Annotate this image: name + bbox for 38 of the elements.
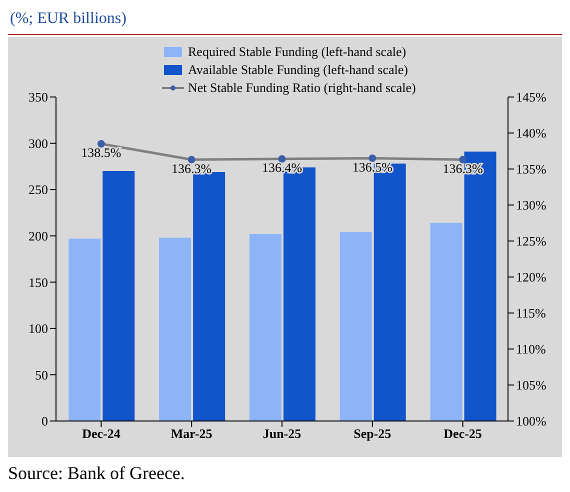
bar	[159, 238, 192, 421]
bar	[193, 172, 226, 421]
y2-tick-label: 135%	[516, 162, 546, 177]
bar	[340, 232, 372, 421]
y-tick-label: 0	[42, 414, 48, 429]
y-tick-label: 100	[28, 321, 48, 336]
y2-tick-label: 115%	[516, 306, 546, 321]
y2-tick-label: 140%	[516, 126, 546, 141]
x-tick-label: Dec-24	[82, 426, 121, 442]
y2-tick-label: 145%	[516, 90, 546, 105]
y-tick-label: 300	[28, 136, 48, 151]
chart-title: (%; EUR billions)	[8, 8, 562, 35]
x-tick-label: Sep-25	[354, 426, 392, 442]
y2-tick-label: 100%	[516, 414, 546, 429]
x-tick-label: Dec-25	[444, 426, 482, 442]
legend-label: Net Stable Funding Ratio (right-hand scale)	[188, 80, 416, 96]
bar	[249, 234, 282, 421]
legend-label: Required Stable Funding (left-hand scale)	[188, 44, 406, 60]
bar	[68, 238, 101, 421]
y2-tick-label: 105%	[516, 378, 546, 393]
y2-tick-label: 125%	[516, 234, 546, 249]
bar	[102, 171, 135, 421]
legend-label: Available Stable Funding (left-hand scale)	[188, 62, 408, 78]
data-label: 136.4%	[262, 160, 302, 176]
x-tick-label: Mar-25	[170, 426, 213, 442]
y-tick-label: 350	[28, 90, 48, 105]
y2-tick-label: 130%	[516, 198, 546, 213]
data-label: 136.3%	[172, 160, 212, 176]
y2-tick-label: 120%	[516, 270, 546, 285]
y2-tick-label: 110%	[516, 342, 546, 357]
y-tick-label: 200	[28, 228, 48, 244]
data-label: 138.5%	[81, 145, 122, 160]
source-note: Source: Bank of Greece.	[8, 463, 186, 484]
y-tick-label: 250	[28, 182, 48, 198]
y-tick-label: 150	[28, 274, 48, 290]
bar	[430, 222, 462, 421]
x-tick-label: Jun-25	[262, 426, 302, 442]
y-tick-label: 50	[35, 367, 48, 382]
